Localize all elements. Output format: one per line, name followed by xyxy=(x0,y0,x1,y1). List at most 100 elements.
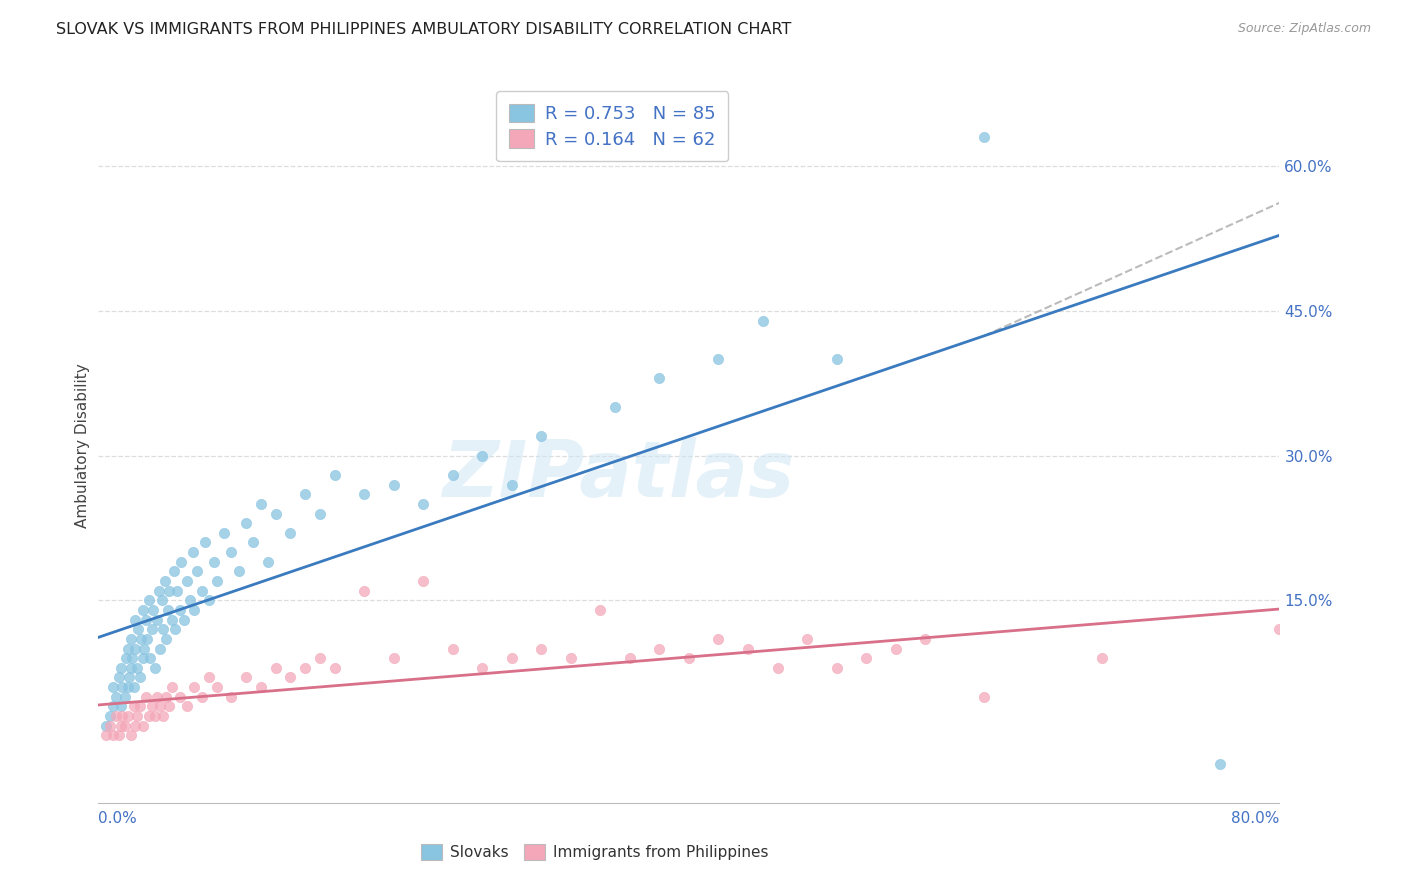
Point xyxy=(155,690,177,704)
Point xyxy=(148,583,170,598)
Point xyxy=(825,661,848,675)
Point xyxy=(194,535,217,549)
Point xyxy=(323,661,346,675)
Point xyxy=(122,699,145,714)
Point xyxy=(105,709,128,723)
Point xyxy=(117,709,139,723)
Point xyxy=(707,352,730,367)
Point xyxy=(235,670,257,684)
Point xyxy=(353,487,375,501)
Point xyxy=(176,699,198,714)
Point xyxy=(589,603,612,617)
Point xyxy=(471,449,494,463)
Point xyxy=(1209,757,1232,772)
Point xyxy=(98,709,121,723)
Point xyxy=(110,699,132,714)
Point xyxy=(156,603,179,617)
Point xyxy=(152,622,174,636)
Point xyxy=(1091,651,1114,665)
Point xyxy=(766,661,789,675)
Point xyxy=(94,728,117,742)
Point xyxy=(353,583,375,598)
Text: ZIPatlas: ZIPatlas xyxy=(441,436,794,513)
Point xyxy=(619,651,641,665)
Point xyxy=(146,690,169,704)
Point xyxy=(205,574,228,588)
Point xyxy=(737,641,759,656)
Point xyxy=(294,661,316,675)
Point xyxy=(121,651,143,665)
Point xyxy=(120,632,142,646)
Point xyxy=(132,603,155,617)
Point xyxy=(127,622,149,636)
Point xyxy=(124,641,146,656)
Text: Source: ZipAtlas.com: Source: ZipAtlas.com xyxy=(1237,22,1371,36)
Point xyxy=(128,699,150,714)
Text: 0.0%: 0.0% xyxy=(98,811,138,825)
Point xyxy=(501,477,523,491)
Point xyxy=(150,593,173,607)
Point xyxy=(141,622,163,636)
Point xyxy=(242,535,264,549)
Point xyxy=(825,352,848,367)
Point xyxy=(560,651,582,665)
Point xyxy=(169,690,191,704)
Point xyxy=(165,622,187,636)
Point xyxy=(648,641,671,656)
Point xyxy=(235,516,257,530)
Point xyxy=(117,641,139,656)
Point xyxy=(855,651,877,665)
Point xyxy=(125,709,148,723)
Point xyxy=(136,632,159,646)
Point xyxy=(157,699,180,714)
Point xyxy=(110,719,132,733)
Point xyxy=(111,709,134,723)
Point xyxy=(124,719,146,733)
Point xyxy=(149,699,172,714)
Point xyxy=(183,680,205,694)
Point xyxy=(309,651,332,665)
Point xyxy=(108,728,131,742)
Point xyxy=(105,690,128,704)
Point xyxy=(278,670,302,684)
Point xyxy=(605,401,627,415)
Point xyxy=(103,699,125,714)
Text: SLOVAK VS IMMIGRANTS FROM PHILIPPINES AMBULATORY DISABILITY CORRELATION CHART: SLOVAK VS IMMIGRANTS FROM PHILIPPINES AM… xyxy=(56,22,792,37)
Point xyxy=(152,709,174,723)
Point xyxy=(103,680,125,694)
Point xyxy=(751,313,773,327)
Point xyxy=(441,641,464,656)
Point xyxy=(250,680,273,694)
Point xyxy=(146,613,169,627)
Point xyxy=(183,603,205,617)
Point xyxy=(155,632,177,646)
Point xyxy=(973,130,995,145)
Legend: Slovaks, Immigrants from Philippines: Slovaks, Immigrants from Philippines xyxy=(415,838,775,866)
Point xyxy=(294,487,316,501)
Point xyxy=(250,497,273,511)
Point xyxy=(134,641,156,656)
Point xyxy=(125,661,148,675)
Point xyxy=(382,651,405,665)
Point xyxy=(471,661,494,675)
Point xyxy=(142,603,165,617)
Point xyxy=(114,719,136,733)
Point xyxy=(796,632,818,646)
Point xyxy=(186,565,208,579)
Point xyxy=(309,507,332,521)
Point xyxy=(94,719,117,733)
Point xyxy=(264,661,287,675)
Point xyxy=(138,593,160,607)
Point xyxy=(884,641,907,656)
Point xyxy=(143,661,166,675)
Point xyxy=(173,613,195,627)
Point xyxy=(181,545,204,559)
Point xyxy=(228,565,250,579)
Point xyxy=(914,632,936,646)
Point xyxy=(678,651,700,665)
Point xyxy=(124,613,146,627)
Text: 80.0%: 80.0% xyxy=(1232,811,1279,825)
Point xyxy=(139,651,162,665)
Point xyxy=(132,651,155,665)
Point xyxy=(278,525,302,540)
